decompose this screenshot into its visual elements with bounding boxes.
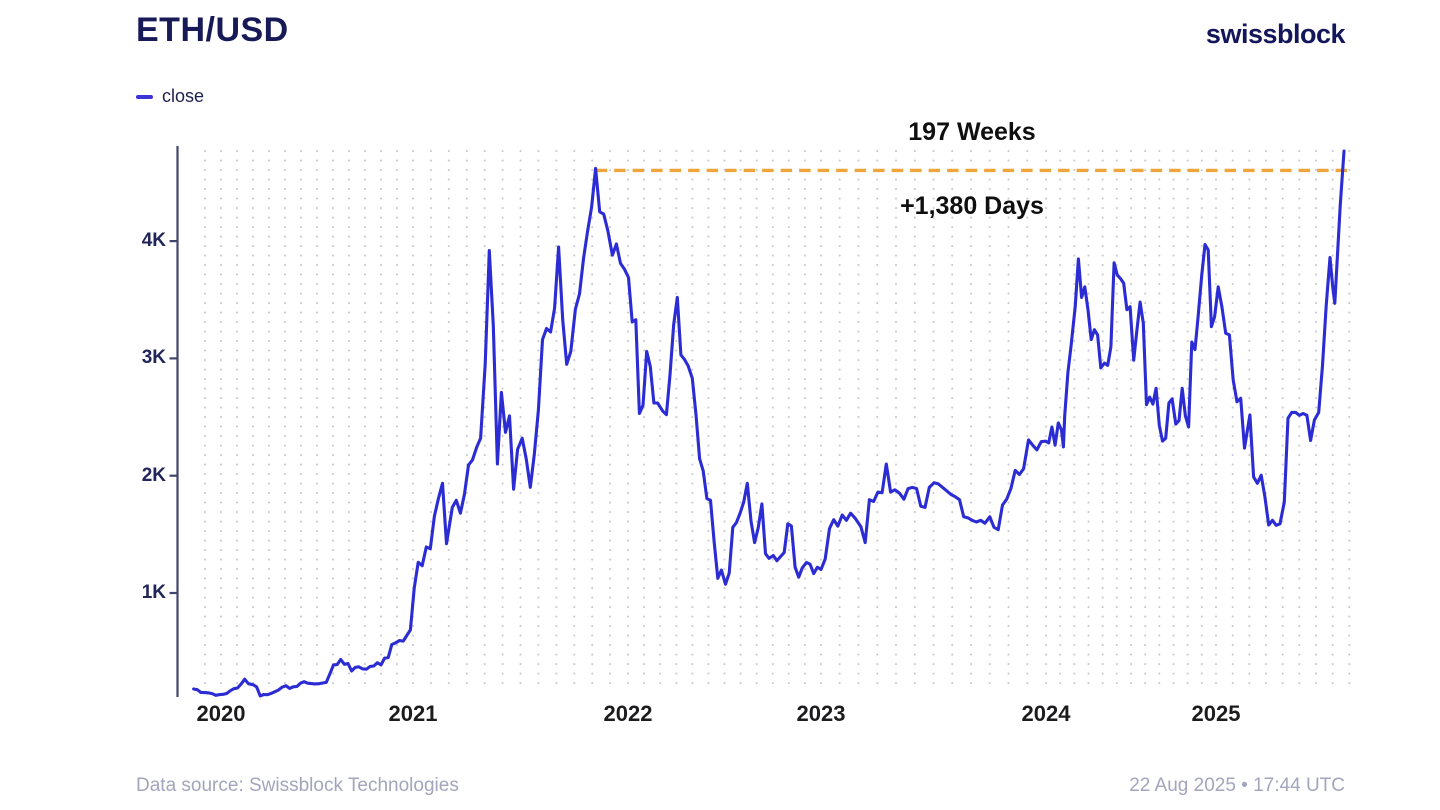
y-axis-label: 4K <box>141 230 166 252</box>
annotation-weeks: 197 Weeks <box>908 118 1036 146</box>
y-axis-label: 1K <box>141 582 166 603</box>
x-axis-label: 2022 <box>603 701 653 726</box>
legend: close <box>136 86 204 107</box>
x-axis-label: 2023 <box>796 701 846 726</box>
annotation-days: +1,380 Days <box>900 192 1044 220</box>
swissblock-logo: swissblock <box>1205 19 1346 49</box>
x-axis-label: 2021 <box>388 701 438 726</box>
x-axis-label: 2025 <box>1191 701 1241 726</box>
page-title: ETH/USD <box>136 11 289 49</box>
line-series-icon <box>136 94 153 99</box>
data-source-label: Data source: Swissblock Technologies <box>136 775 459 796</box>
x-axis-label: 2024 <box>1021 701 1071 726</box>
close-price-line <box>192 149 1346 698</box>
y-axis-label: 2K <box>141 464 166 486</box>
y-axis-label: 3K <box>141 347 166 369</box>
timestamp-label: 22 Aug 2025 • 17:44 UTC <box>1129 775 1345 796</box>
x-axis-label: 2020 <box>196 701 246 726</box>
legend-series-label: close <box>162 86 205 106</box>
